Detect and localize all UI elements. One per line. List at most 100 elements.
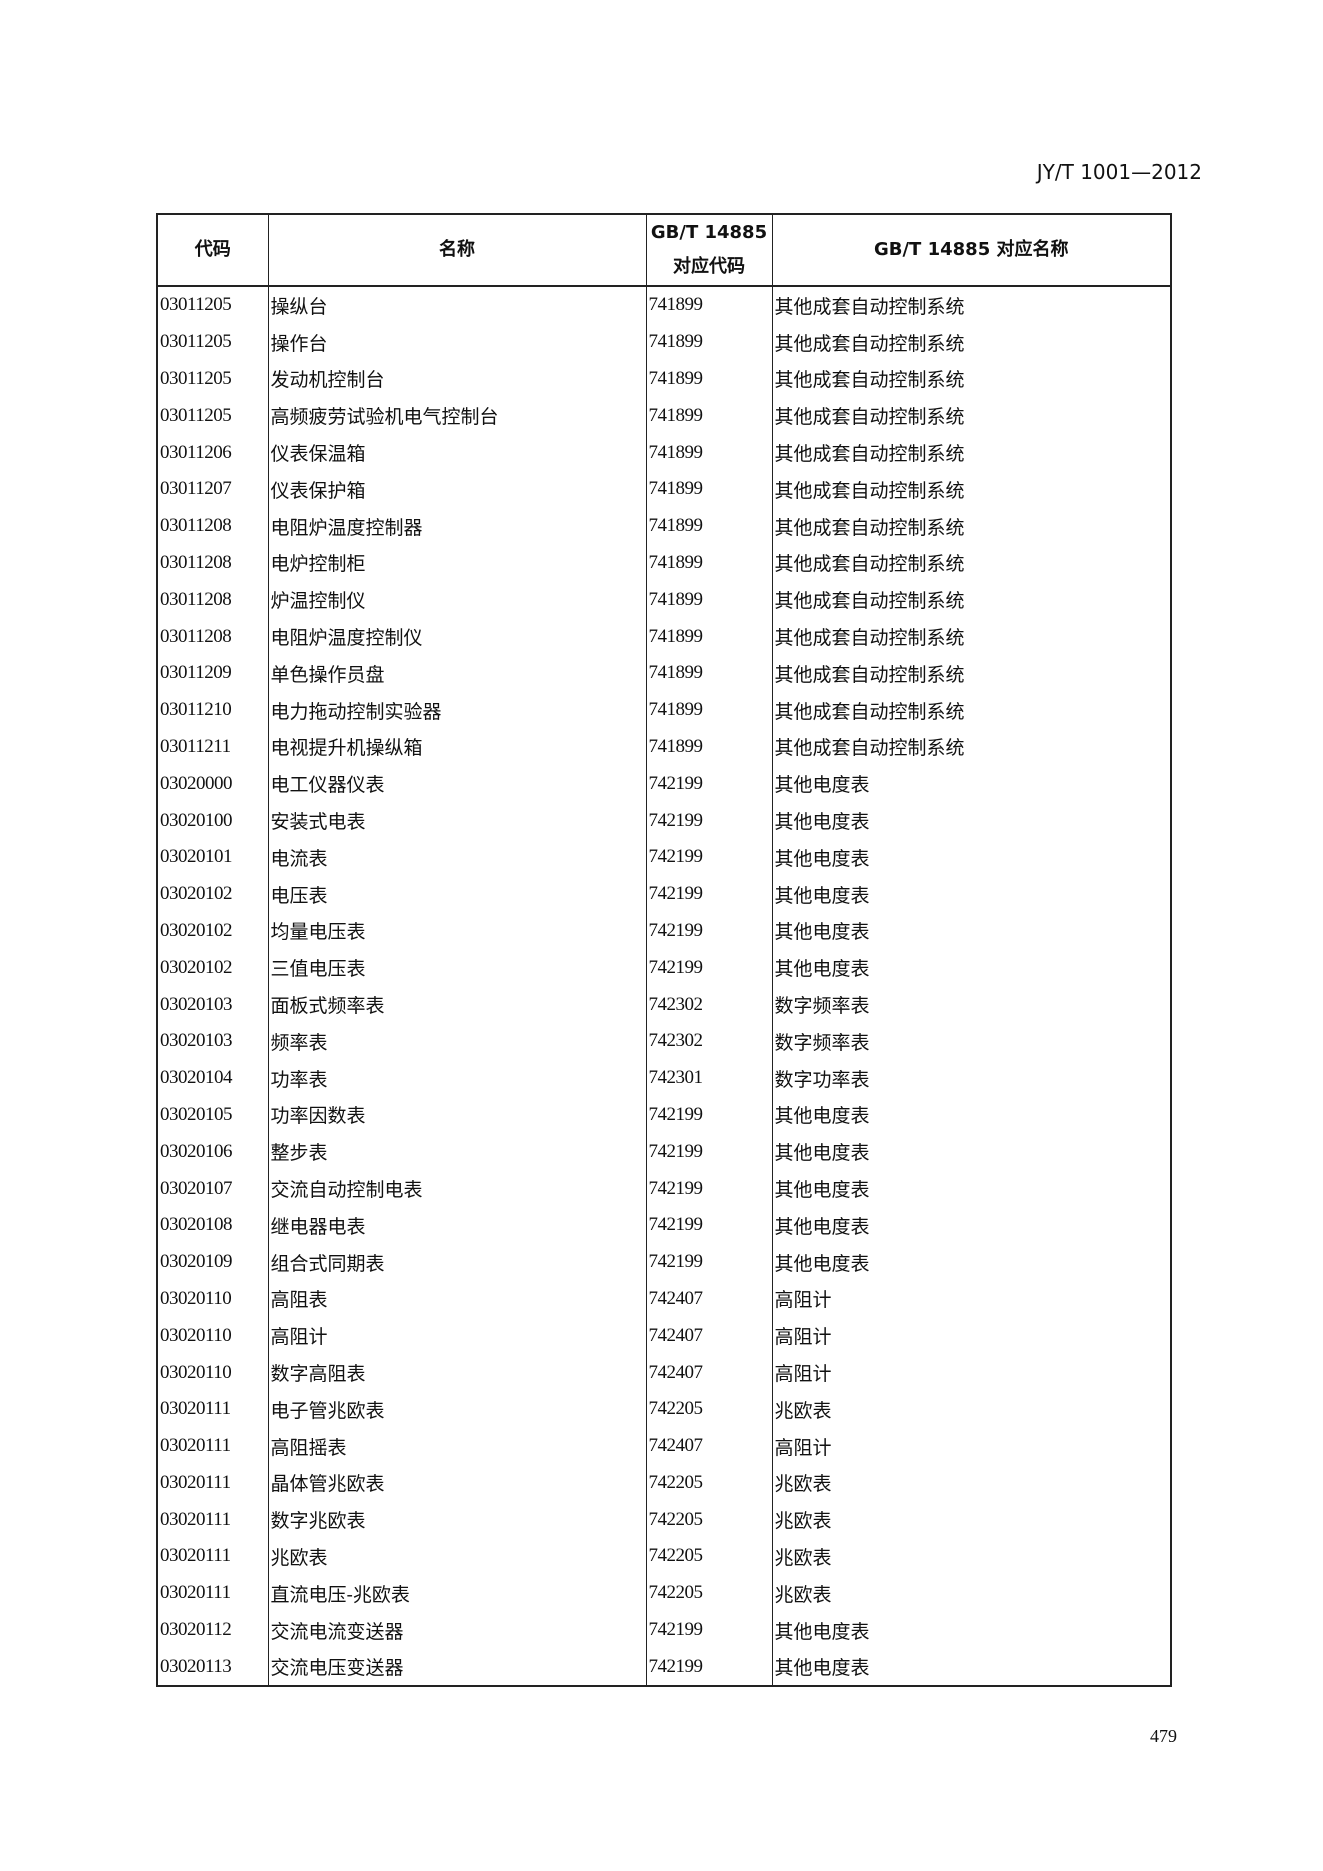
cell-code: 03020110: [156, 1280, 269, 1318]
cell-gb-name: 其他成套自动控制系统: [771, 470, 1172, 508]
cell-gb-name: 其他成套自动控制系统: [771, 397, 1172, 435]
cell-gb-name: 数字功率表: [771, 1059, 1172, 1097]
cell-code: 03020111: [156, 1538, 269, 1575]
cell-gb-code: 742199: [645, 1648, 773, 1687]
cell-gb-code: 742199: [645, 949, 773, 987]
cell-code: 03011208: [156, 544, 269, 582]
cell-code: 03020109: [156, 1243, 269, 1281]
table-row: 03011206 仪表保温箱 741899 其他成套自动控制系统: [156, 434, 1172, 471]
cell-gb-code: 742199: [645, 838, 773, 876]
cell-gb-code: 742199: [645, 875, 773, 913]
cell-name: 高阻计: [267, 1317, 647, 1355]
cell-gb-name: 其他电度表: [771, 1170, 1172, 1207]
cell-code: 03011205: [156, 286, 269, 324]
header-gb-code: GB/T 14885 对应代码: [645, 213, 773, 287]
table-row: 03011208 电炉控制柜 741899 其他成套自动控制系统: [156, 544, 1172, 582]
cell-name: 安装式电表: [267, 802, 647, 839]
table-row: 03020113 交流电压变送器 742199 其他电度表: [156, 1648, 1172, 1687]
cell-name: 仪表保护箱: [267, 470, 647, 508]
cell-code: 03011210: [156, 691, 269, 729]
cell-name: 交流自动控制电表: [267, 1170, 647, 1207]
cell-name: 整步表: [267, 1133, 647, 1171]
cell-name: 高频疲劳试验机电气控制台: [267, 397, 647, 435]
table-row: 03020111 晶体管兆欧表 742205 兆欧表: [156, 1464, 1172, 1502]
table-row: 03020100 安装式电表 742199 其他电度表: [156, 802, 1172, 839]
cell-gb-name: 其他成套自动控制系统: [771, 323, 1172, 361]
cell-name: 电视提升机操纵箱: [267, 728, 647, 766]
cell-gb-code: 741899: [645, 397, 773, 435]
cell-gb-code: 742199: [645, 802, 773, 839]
cell-gb-name: 高阻计: [771, 1354, 1172, 1391]
cell-gb-code: 742199: [645, 1206, 773, 1244]
cell-gb-code: 742302: [645, 1022, 773, 1060]
cell-gb-name: 其他电度表: [771, 802, 1172, 839]
cell-name: 电工仪器仪表: [267, 765, 647, 803]
cell-gb-name: 其他电度表: [771, 765, 1172, 803]
cell-code: 03020111: [156, 1427, 269, 1465]
cell-gb-name: 其他电度表: [771, 1206, 1172, 1244]
table-row: 03020103 频率表 742302 数字频率表: [156, 1022, 1172, 1060]
cell-gb-name: 其他成套自动控制系统: [771, 360, 1172, 398]
table-row: 03011205 发动机控制台 741899 其他成套自动控制系统: [156, 360, 1172, 398]
table-row: 03011209 单色操作员盘 741899 其他成套自动控制系统: [156, 654, 1172, 692]
cell-name: 交流电压变送器: [267, 1648, 647, 1687]
table-row: 03011210 电力拖动控制实验器 741899 其他成套自动控制系统: [156, 691, 1172, 729]
cell-gb-name: 数字频率表: [771, 1022, 1172, 1060]
table-row: 03020110 高阻表 742407 高阻计: [156, 1280, 1172, 1318]
cell-gb-code: 742407: [645, 1354, 773, 1391]
cell-code: 03011205: [156, 360, 269, 398]
cell-gb-code: 742199: [645, 1133, 773, 1171]
cell-code: 03011206: [156, 434, 269, 471]
cell-gb-name: 其他电度表: [771, 912, 1172, 950]
cell-gb-name: 其他成套自动控制系统: [771, 618, 1172, 655]
cell-gb-name: 数字频率表: [771, 986, 1172, 1023]
header-label: 对应代码: [673, 256, 745, 277]
header-label: 代码: [194, 239, 231, 260]
cell-name: 电流表: [267, 838, 647, 876]
cell-code: 03020104: [156, 1059, 269, 1097]
table-row: 03011208 炉温控制仪 741899 其他成套自动控制系统: [156, 581, 1172, 619]
cell-name: 高阻表: [267, 1280, 647, 1318]
cell-name: 操作台: [267, 323, 647, 361]
cell-code: 03020101: [156, 838, 269, 876]
cell-code: 03020110: [156, 1354, 269, 1391]
cell-name: 均量电压表: [267, 912, 647, 950]
cell-code: 03020113: [156, 1648, 269, 1687]
table-row: 03020104 功率表 742301 数字功率表: [156, 1059, 1172, 1097]
cell-gb-name: 高阻计: [771, 1427, 1172, 1465]
table-row: 03020112 交流电流变送器 742199 其他电度表: [156, 1611, 1172, 1649]
table-row: 03020108 继电器电表 742199 其他电度表: [156, 1206, 1172, 1244]
table-row: 03011205 高频疲劳试验机电气控制台 741899 其他成套自动控制系统: [156, 397, 1172, 435]
table-row: 03020111 数字兆欧表 742205 兆欧表: [156, 1501, 1172, 1539]
cell-code: 03011207: [156, 470, 269, 508]
cell-name: 电阻炉温度控制器: [267, 507, 647, 545]
table-row: 03020000 电工仪器仪表 742199 其他电度表: [156, 765, 1172, 803]
cell-gb-code: 741899: [645, 434, 773, 471]
cell-gb-code: 741899: [645, 581, 773, 619]
table-row: 03020103 面板式频率表 742302 数字频率表: [156, 986, 1172, 1023]
standard-code: JY/T 1001—2012: [1036, 160, 1202, 184]
cell-name: 炉温控制仪: [267, 581, 647, 619]
cell-gb-name: 其他成套自动控制系统: [771, 286, 1172, 324]
cell-name: 发动机控制台: [267, 360, 647, 398]
cell-gb-name: 其他成套自动控制系统: [771, 507, 1172, 545]
cell-gb-code: 742407: [645, 1427, 773, 1465]
cell-code: 03020111: [156, 1574, 269, 1612]
cell-gb-name: 其他电度表: [771, 875, 1172, 913]
cell-gb-code: 742302: [645, 986, 773, 1023]
table-row: 03020102 电压表 742199 其他电度表: [156, 875, 1172, 913]
cell-gb-name: 其他电度表: [771, 1243, 1172, 1281]
cell-gb-name: 其他电度表: [771, 1133, 1172, 1171]
cell-gb-code: 741899: [645, 618, 773, 655]
cell-gb-code: 742199: [645, 1096, 773, 1134]
cell-code: 03011209: [156, 654, 269, 692]
cell-code: 03011208: [156, 581, 269, 619]
cell-gb-name: 其他成套自动控制系统: [771, 434, 1172, 471]
cell-code: 03011208: [156, 618, 269, 655]
cell-gb-code: 741899: [645, 323, 773, 361]
cell-gb-code: 741899: [645, 691, 773, 729]
cell-gb-name: 兆欧表: [771, 1538, 1172, 1575]
cell-gb-code: 741899: [645, 728, 773, 766]
cell-name: 功率表: [267, 1059, 647, 1097]
cell-name: 电压表: [267, 875, 647, 913]
